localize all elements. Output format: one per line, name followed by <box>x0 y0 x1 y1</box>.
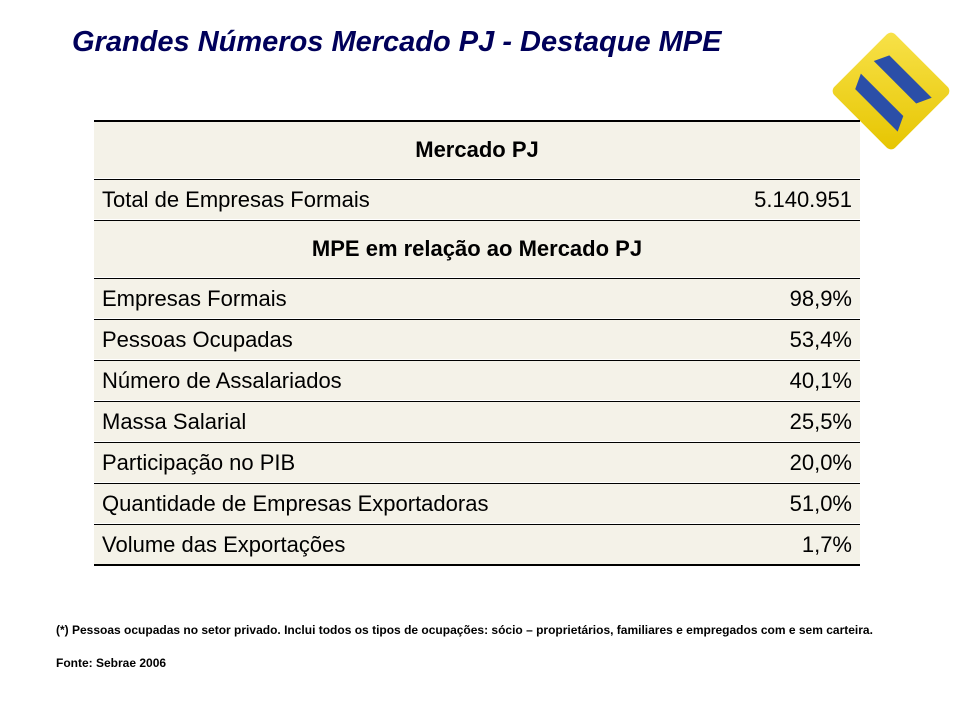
row-label: Pessoas Ocupadas <box>94 320 691 359</box>
row-label: Participação no PIB <box>94 443 691 482</box>
row-value: 51,0% <box>691 484 860 523</box>
section-header-mpe: MPE em relação ao Mercado PJ <box>94 221 860 277</box>
table-row: Massa Salarial 25,5% <box>94 402 860 441</box>
row-label: Número de Assalariados <box>94 361 691 400</box>
table-row: Empresas Formais 98,9% <box>94 279 860 318</box>
table-row: Participação no PIB 20,0% <box>94 443 860 482</box>
data-table: Mercado PJ Total de Empresas Formais 5.1… <box>94 120 860 566</box>
row-total-label: Total de Empresas Formais <box>94 180 691 219</box>
page-title: Grandes Números Mercado PJ - Destaque MP… <box>72 26 721 59</box>
row-value: 53,4% <box>691 320 860 359</box>
row-value: 1,7% <box>691 525 860 564</box>
footnote-line-1: (*) Pessoas ocupadas no setor privado. I… <box>56 623 873 637</box>
table-row: Quantidade de Empresas Exportadoras 51,0… <box>94 484 860 523</box>
table-row: Volume das Exportações 1,7% <box>94 525 860 564</box>
footnote-line-2: Fonte: Sebrae 2006 <box>56 656 166 670</box>
table-row: Pessoas Ocupadas 53,4% <box>94 320 860 359</box>
table-row: Número de Assalariados 40,1% <box>94 361 860 400</box>
row-value: 40,1% <box>691 361 860 400</box>
section-header-2-text: MPE em relação ao Mercado PJ <box>94 221 860 277</box>
section-header-mercado-pj: Mercado PJ <box>94 122 860 178</box>
row-label: Empresas Formais <box>94 279 691 318</box>
row-value: 20,0% <box>691 443 860 482</box>
row-value: 25,5% <box>691 402 860 441</box>
row-label: Volume das Exportações <box>94 525 691 564</box>
row-value: 98,9% <box>691 279 860 318</box>
row-label: Massa Salarial <box>94 402 691 441</box>
row-total-empresas: Total de Empresas Formais 5.140.951 <box>94 180 860 219</box>
section-header-1-text: Mercado PJ <box>94 122 860 178</box>
row-label: Quantidade de Empresas Exportadoras <box>94 484 691 523</box>
row-total-value: 5.140.951 <box>691 180 860 219</box>
